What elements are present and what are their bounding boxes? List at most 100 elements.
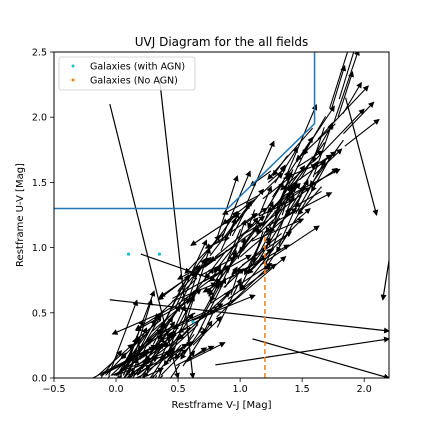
error-vector bbox=[343, 101, 375, 135]
x-tick-label: 1.5 bbox=[295, 384, 310, 395]
error-vector bbox=[214, 175, 239, 245]
error-vector bbox=[258, 185, 273, 217]
error-vector bbox=[146, 343, 188, 372]
error-vector bbox=[267, 167, 287, 183]
error-vector bbox=[209, 284, 238, 316]
error-vector bbox=[216, 277, 242, 328]
error-vector bbox=[314, 148, 343, 175]
error-vector bbox=[175, 345, 215, 367]
error-vector bbox=[136, 364, 152, 376]
x-tick-label: 0.5 bbox=[171, 384, 186, 395]
y-tick-label: 2.0 bbox=[32, 113, 47, 124]
y-tick-label: 1.5 bbox=[32, 178, 47, 189]
error-vector bbox=[183, 350, 196, 365]
y-axis-ticks: 0.0 0.5 1.0 1.5 2.0 2.5 bbox=[32, 48, 54, 385]
error-vector bbox=[240, 248, 275, 292]
error-vector bbox=[259, 165, 306, 228]
error-vector bbox=[115, 350, 150, 376]
error-vector bbox=[333, 52, 360, 123]
selection-boundary bbox=[54, 52, 316, 210]
error-vector bbox=[342, 81, 362, 114]
error-vector bbox=[102, 349, 122, 376]
legend-marker-agn bbox=[71, 64, 75, 68]
error-vector bbox=[329, 52, 349, 109]
error-vector-long bbox=[109, 299, 389, 334]
error-vector bbox=[294, 190, 322, 207]
error-vector bbox=[171, 282, 218, 302]
error-vector bbox=[237, 222, 264, 239]
error-vector bbox=[177, 234, 221, 292]
y-tick-label: 1.0 bbox=[32, 243, 47, 254]
error-vector bbox=[197, 277, 227, 334]
error-vector bbox=[263, 228, 292, 272]
error-vector bbox=[231, 202, 250, 237]
error-vector bbox=[259, 199, 295, 217]
y-tick-label: 0.0 bbox=[32, 374, 47, 385]
y-tick-label: 0.5 bbox=[32, 308, 47, 319]
error-vector bbox=[213, 212, 258, 246]
error-vector bbox=[160, 329, 207, 376]
x-axis-ticks: −0.5 0.0 0.5 1.0 1.5 2.0 bbox=[42, 378, 372, 395]
error-vector bbox=[169, 295, 195, 342]
legend-label-no-agn: Galaxies (No AGN) bbox=[90, 76, 178, 87]
error-vector bbox=[198, 257, 237, 277]
error-vector bbox=[116, 350, 176, 376]
error-vector-long bbox=[344, 97, 379, 216]
error-vector bbox=[169, 364, 181, 378]
error-vector bbox=[100, 352, 148, 376]
error-vector-long bbox=[158, 78, 196, 378]
error-vector bbox=[204, 238, 225, 249]
error-vector bbox=[224, 215, 239, 242]
selection-boundary-line bbox=[54, 52, 316, 210]
error-vector bbox=[265, 193, 295, 265]
data-point bbox=[191, 320, 195, 324]
error-vector-long bbox=[215, 336, 389, 366]
error-vector bbox=[127, 312, 162, 360]
error-vector bbox=[262, 172, 284, 193]
agn-points bbox=[126, 252, 195, 324]
error-vector bbox=[330, 64, 347, 111]
error-vector bbox=[126, 325, 173, 361]
error-vector bbox=[97, 343, 134, 376]
error-vector bbox=[229, 255, 267, 280]
legend-label-agn: Galaxies (with AGN) bbox=[90, 62, 185, 73]
error-vector bbox=[178, 291, 231, 341]
error-vector-long bbox=[252, 338, 389, 378]
chart-title: UVJ Diagram for the all fields bbox=[135, 35, 308, 49]
x-tick-label: 0.0 bbox=[108, 384, 123, 395]
legend: Galaxies (with AGN) Galaxies (No AGN) bbox=[58, 56, 196, 91]
error-vector bbox=[286, 104, 318, 176]
error-vector bbox=[222, 198, 256, 225]
error-vector bbox=[125, 314, 162, 376]
error-vector bbox=[131, 357, 139, 376]
error-vector bbox=[245, 140, 275, 205]
error-vector bbox=[108, 299, 138, 376]
error-vector bbox=[190, 212, 241, 246]
error-vector bbox=[159, 304, 186, 360]
x-tick-label: 1.0 bbox=[233, 384, 248, 395]
error-vector bbox=[123, 319, 145, 376]
data-point bbox=[126, 252, 131, 256]
error-vector-long bbox=[380, 260, 389, 301]
error-vector bbox=[222, 194, 260, 215]
error-vector bbox=[283, 164, 318, 179]
x-tick-label: 2.0 bbox=[357, 384, 372, 395]
error-vector bbox=[245, 217, 259, 234]
error-vector bbox=[215, 237, 254, 285]
x-axis-label: Restframe V-J [Mag] bbox=[171, 400, 271, 411]
error-vector bbox=[296, 150, 324, 168]
plot-frame bbox=[53, 51, 390, 379]
error-vector bbox=[251, 218, 305, 242]
error-vector-long bbox=[109, 104, 180, 378]
y-tick-label: 2.5 bbox=[32, 48, 47, 59]
legend-box bbox=[58, 56, 196, 91]
error-vector bbox=[338, 52, 355, 100]
error-vector bbox=[239, 207, 298, 258]
data-point bbox=[157, 252, 162, 256]
error-vector-long bbox=[140, 253, 217, 282]
error-vector bbox=[239, 237, 264, 290]
plot-area bbox=[54, 52, 389, 378]
error-vector bbox=[293, 184, 306, 213]
error-vector bbox=[337, 70, 354, 118]
